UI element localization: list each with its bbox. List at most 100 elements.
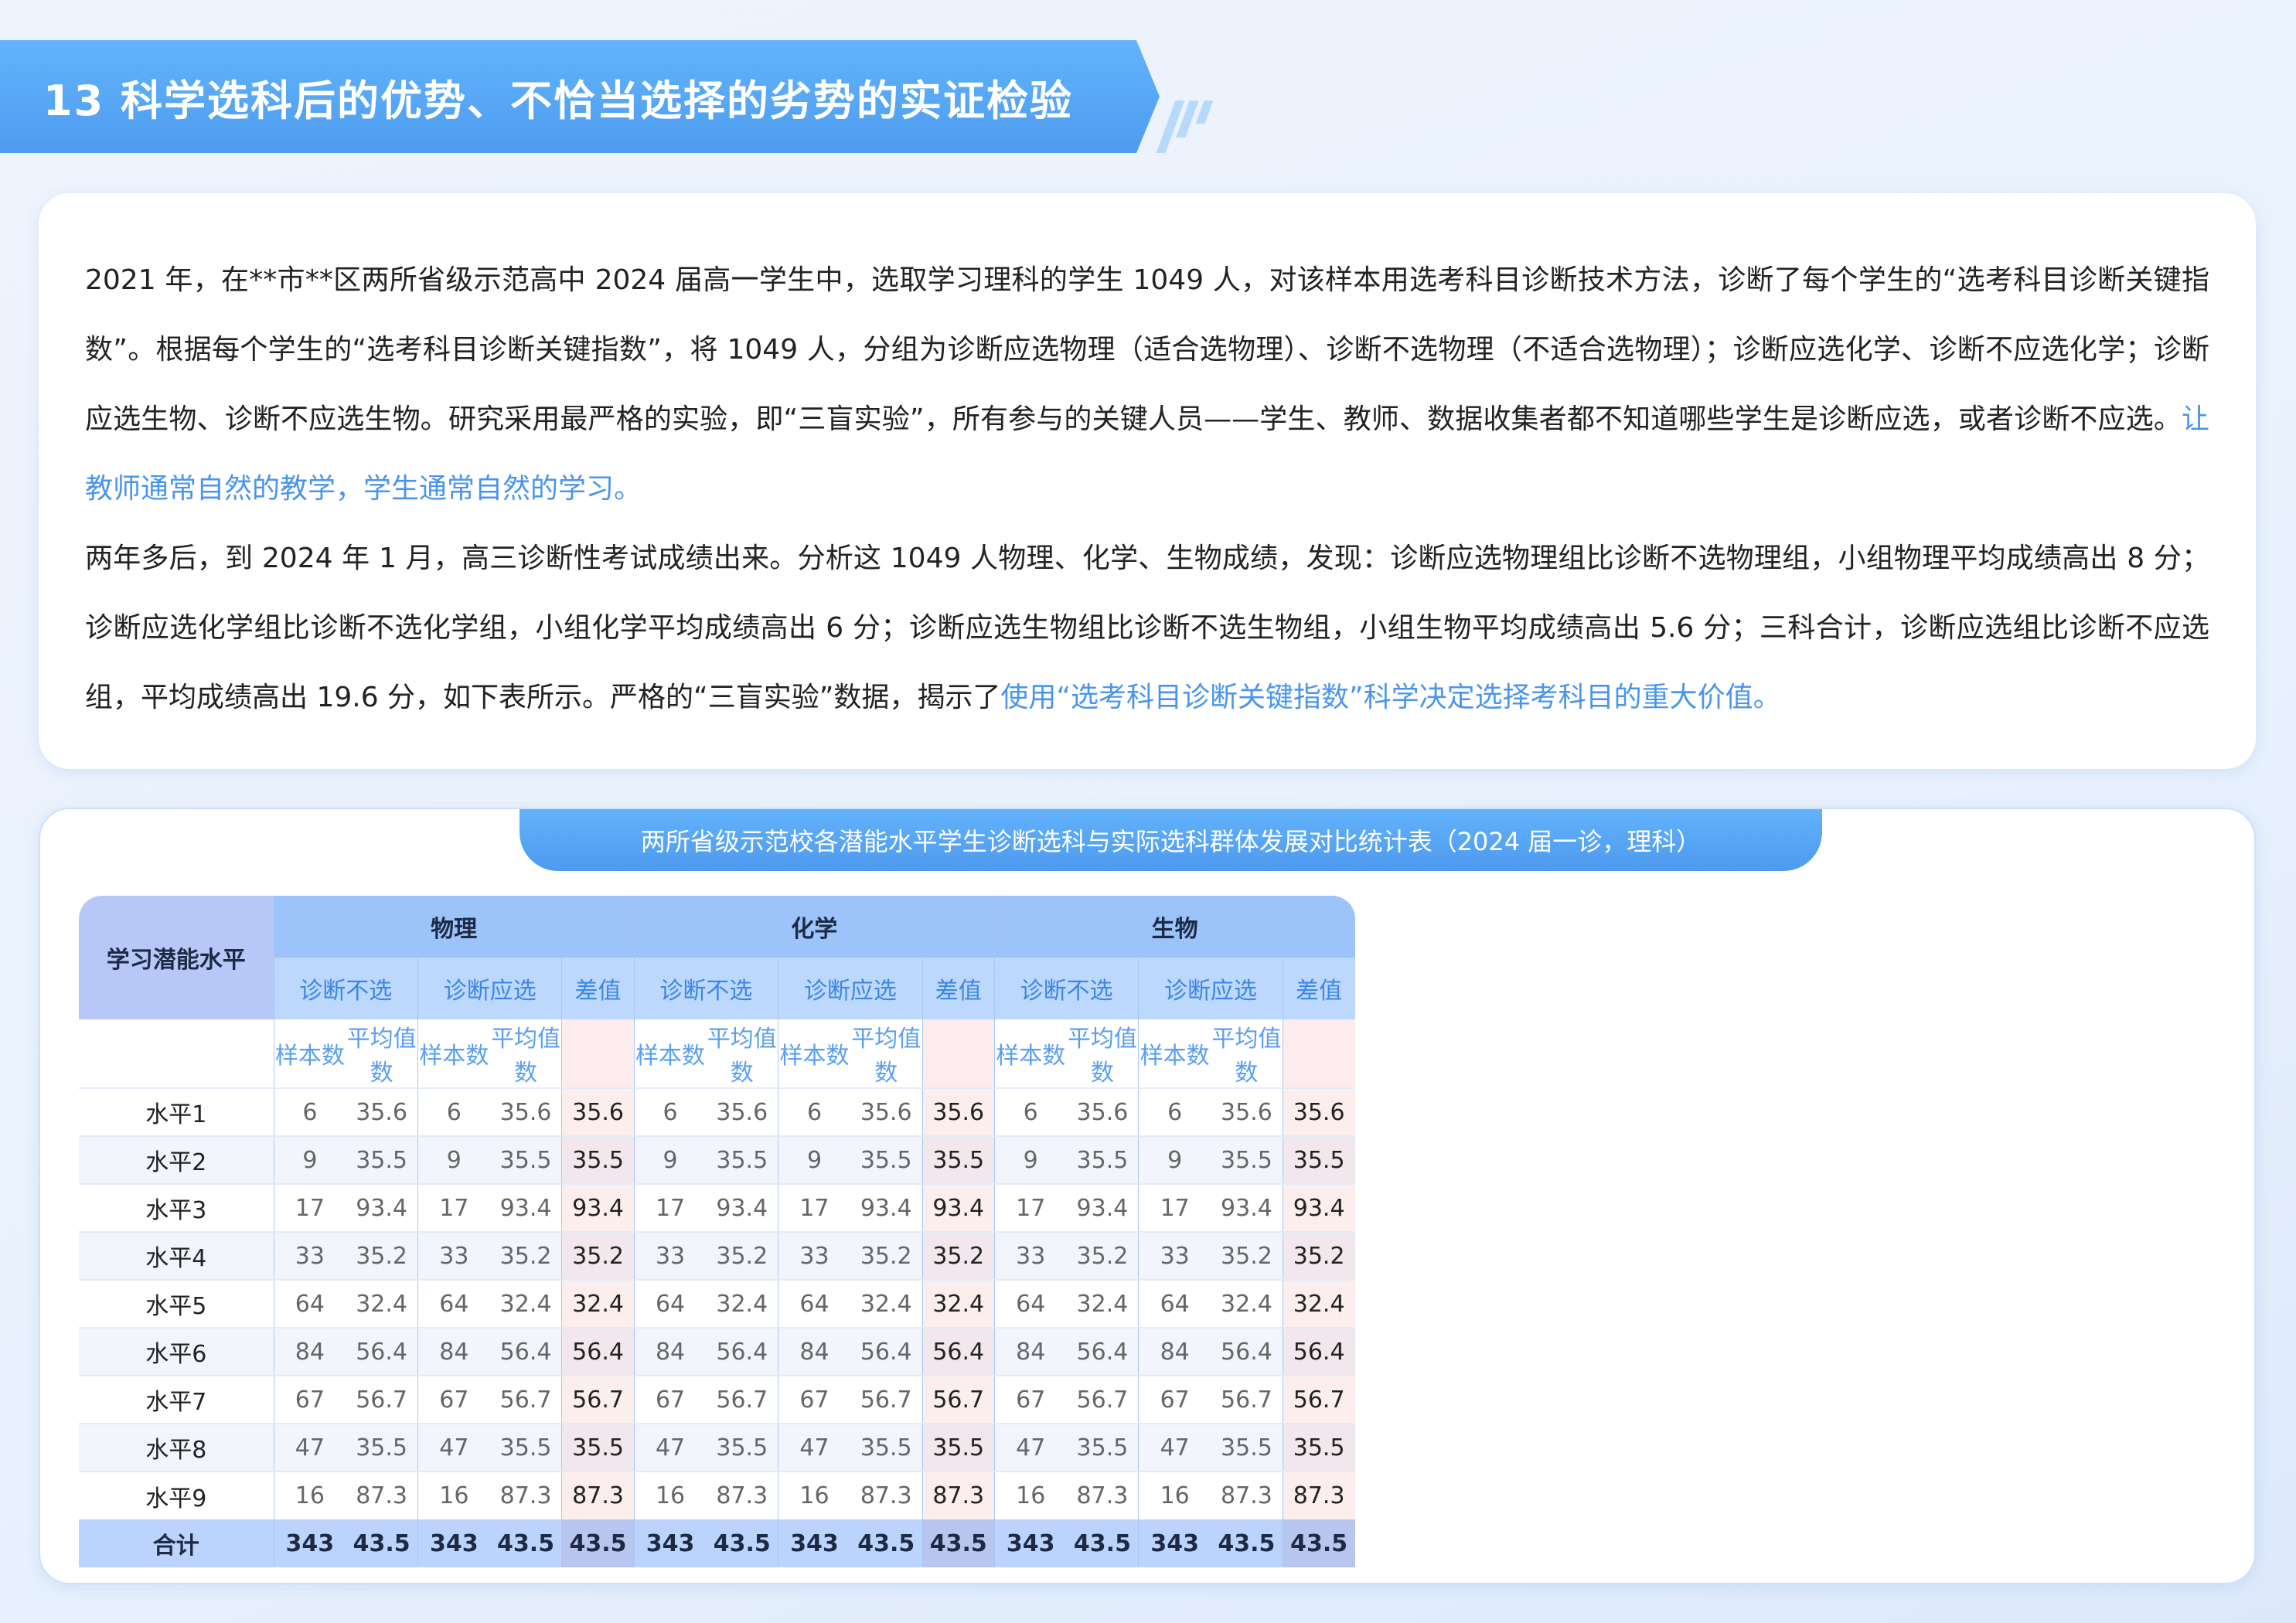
sample-count-cell: 64 <box>778 1279 850 1328</box>
sample-count-cell: 33 <box>993 1231 1067 1280</box>
level-cell: 水平4 <box>79 1231 274 1280</box>
sample-count-cell: 9 <box>993 1135 1067 1184</box>
level-cell: 水平7 <box>79 1375 274 1424</box>
sample-count-cell: 64 <box>273 1279 346 1328</box>
difference-cell: 35.6 <box>561 1087 635 1136</box>
header-metric: 样本数 <box>993 1019 1067 1088</box>
sample-count-cell: 67 <box>778 1375 850 1424</box>
sample-count-cell: 84 <box>417 1327 490 1376</box>
sample-count-cell: 16 <box>633 1471 707 1519</box>
average-cell: 56.4 <box>346 1327 418 1376</box>
average-cell: 35.5 <box>1066 1423 1139 1472</box>
sample-count-cell: 343 <box>1138 1519 1211 1567</box>
sample-count-cell: 9 <box>1138 1135 1211 1184</box>
average-cell: 56.7 <box>850 1375 923 1424</box>
difference-cell: 43.5 <box>921 1519 995 1567</box>
average-cell: 35.5 <box>1211 1423 1283 1472</box>
sample-count-cell: 67 <box>273 1375 346 1424</box>
header-diff-blank <box>921 1019 995 1088</box>
header-row-metrics: 样本数 平均值数 样本数 平均值数 样本数 平均值数 样本数 平均值数 样本数 平均值数 样本数 平均… <box>79 1019 2220 1088</box>
sample-count-cell: 67 <box>417 1375 490 1424</box>
average-cell: 35.2 <box>489 1231 562 1280</box>
section-title-banner: 13 科学选科后的优势、不恰当选择的劣势的实证检验 <box>0 40 1160 153</box>
header-subject: 物理 <box>273 896 635 958</box>
sample-count-cell: 84 <box>778 1327 850 1376</box>
sample-count-cell: 67 <box>633 1375 707 1424</box>
sample-count-cell: 343 <box>417 1519 490 1567</box>
average-cell: 93.4 <box>850 1183 923 1232</box>
average-cell: 93.4 <box>1066 1183 1139 1232</box>
sample-count-cell: 84 <box>633 1327 707 1376</box>
sample-count-cell: 47 <box>778 1423 850 1472</box>
sample-count-cell: 17 <box>273 1183 346 1232</box>
sample-count-cell: 16 <box>273 1471 346 1519</box>
difference-cell: 32.4 <box>921 1279 995 1328</box>
sample-count-cell: 9 <box>633 1135 707 1184</box>
sample-count-cell: 16 <box>778 1471 850 1519</box>
average-cell: 56.4 <box>1066 1327 1139 1376</box>
average-cell: 56.7 <box>346 1375 418 1424</box>
header-group: 诊断应选 <box>417 958 562 1019</box>
difference-cell: 56.4 <box>561 1327 635 1376</box>
average-cell: 56.4 <box>1211 1327 1283 1376</box>
average-cell: 35.2 <box>1211 1231 1283 1280</box>
table-row: 水平8 47 35.5 47 35.5 35.5 47 35.5 47 35.5 35.5 47 35.… <box>79 1423 2220 1472</box>
average-cell: 56.7 <box>1066 1375 1139 1424</box>
sample-count-cell: 47 <box>1138 1423 1211 1472</box>
average-cell: 35.5 <box>489 1135 562 1184</box>
sample-count-cell: 47 <box>273 1423 346 1472</box>
sample-count-cell: 343 <box>993 1519 1067 1567</box>
difference-cell: 35.2 <box>561 1231 635 1280</box>
average-cell: 35.6 <box>706 1087 778 1136</box>
sample-count-cell: 67 <box>1138 1375 1211 1424</box>
sample-count-cell: 17 <box>778 1183 850 1232</box>
difference-cell: 35.6 <box>921 1087 995 1136</box>
header-metric: 平均值数 <box>489 1019 562 1088</box>
header-metric: 平均值数 <box>706 1019 778 1088</box>
sample-count-cell: 67 <box>993 1375 1067 1424</box>
level-cell: 水平5 <box>79 1279 274 1328</box>
header-group: 差值 <box>561 958 635 1019</box>
table-row: 水平4 33 35.2 33 35.2 35.2 33 35.2 33 35.2 35.2 33 35.… <box>79 1231 2220 1280</box>
sample-count-cell: 84 <box>993 1327 1067 1376</box>
average-cell: 32.4 <box>1066 1279 1139 1328</box>
level-cell: 水平3 <box>79 1183 274 1232</box>
average-cell: 93.4 <box>346 1183 418 1232</box>
body-text: 两年多后，到 2024 年 1 月，高三诊断性考试成绩出来。分析这 1049 人… <box>85 543 2209 713</box>
average-cell: 35.2 <box>706 1231 778 1280</box>
difference-cell: 56.7 <box>561 1375 635 1424</box>
header-metric: 平均值数 <box>1066 1019 1139 1088</box>
average-cell: 35.6 <box>1066 1087 1139 1136</box>
sample-count-cell: 16 <box>417 1471 490 1519</box>
header-metric: 样本数 <box>633 1019 707 1088</box>
sample-count-cell: 33 <box>417 1231 490 1280</box>
average-cell: 35.2 <box>850 1231 923 1280</box>
sample-count-cell: 47 <box>633 1423 707 1472</box>
average-cell: 35.5 <box>346 1135 418 1184</box>
difference-cell: 56.7 <box>921 1375 995 1424</box>
average-cell: 56.7 <box>489 1375 562 1424</box>
difference-cell: 87.3 <box>1282 1471 1355 1519</box>
sample-count-cell: 16 <box>1138 1471 1211 1519</box>
table-row: 水平9 16 87.3 16 87.3 87.3 16 87.3 16 87.3 87.3 16 87.… <box>79 1471 2220 1519</box>
header-level: 学习潜能水平 <box>79 896 274 1019</box>
difference-cell: 56.7 <box>1282 1375 1355 1424</box>
average-cell: 35.6 <box>850 1087 923 1136</box>
header-subject: 化学 <box>633 896 995 958</box>
sample-count-cell: 343 <box>273 1519 346 1567</box>
header-group: 诊断不选 <box>993 958 1139 1019</box>
average-cell: 35.6 <box>346 1087 418 1136</box>
average-cell: 32.4 <box>489 1279 562 1328</box>
average-cell: 43.5 <box>1066 1519 1139 1567</box>
level-cell: 水平8 <box>79 1423 274 1472</box>
comparison-table: 学习潜能水平 物理 化学 生物 诊断不选 诊断应选 差值 诊断不选 诊断应选 差值 诊断不选 诊断应选… <box>79 896 2220 1567</box>
average-cell: 87.3 <box>706 1471 778 1519</box>
level-cell: 水平1 <box>79 1087 274 1136</box>
sample-count-cell: 17 <box>633 1183 707 1232</box>
table-row: 水平5 64 32.4 64 32.4 32.4 64 32.4 64 32.4 32.4 64 32.… <box>79 1279 2220 1328</box>
average-cell: 93.4 <box>489 1183 562 1232</box>
table-row: 水平6 84 56.4 84 56.4 56.4 84 56.4 84 56.4 56.4 84 56.… <box>79 1327 2220 1376</box>
difference-cell: 35.2 <box>1282 1231 1355 1280</box>
sample-count-cell: 9 <box>273 1135 346 1184</box>
average-cell: 35.5 <box>850 1423 923 1472</box>
